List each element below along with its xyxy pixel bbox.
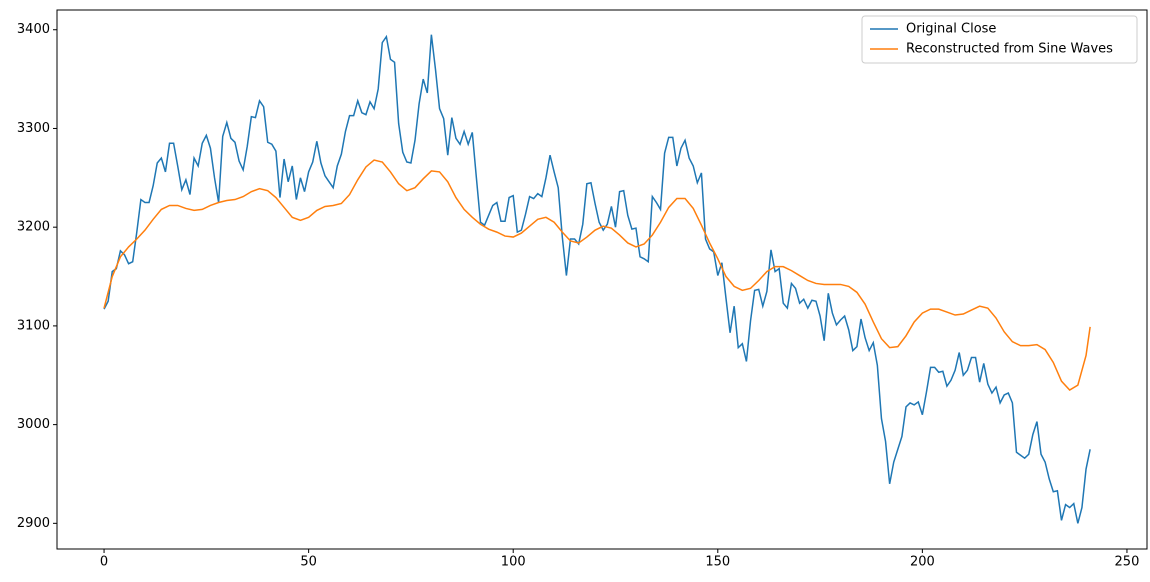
y-tick-label: 3200 (17, 220, 50, 235)
y-tick-label: 3000 (17, 417, 50, 432)
plot-frame (56, 9, 1148, 550)
legend-label: Reconstructed from Sine Waves (906, 42, 1113, 57)
y-tick-label: 3400 (17, 22, 50, 37)
x-tick-label: 250 (1115, 555, 1140, 570)
series-line (103, 159, 1091, 392)
y-tick-label: 3100 (17, 318, 50, 333)
x-tick-label: 100 (501, 555, 526, 570)
y-tick-label: 2900 (17, 516, 50, 531)
x-tick-label: 200 (910, 555, 935, 570)
legend-box (861, 15, 1138, 64)
y-tick-label: 3300 (17, 121, 50, 136)
x-tick-label: 50 (300, 555, 317, 570)
x-tick-label: 150 (705, 555, 730, 570)
legend-label: Original Close (906, 22, 996, 37)
x-tick-label: 0 (100, 555, 108, 570)
series-line (103, 34, 1091, 524)
